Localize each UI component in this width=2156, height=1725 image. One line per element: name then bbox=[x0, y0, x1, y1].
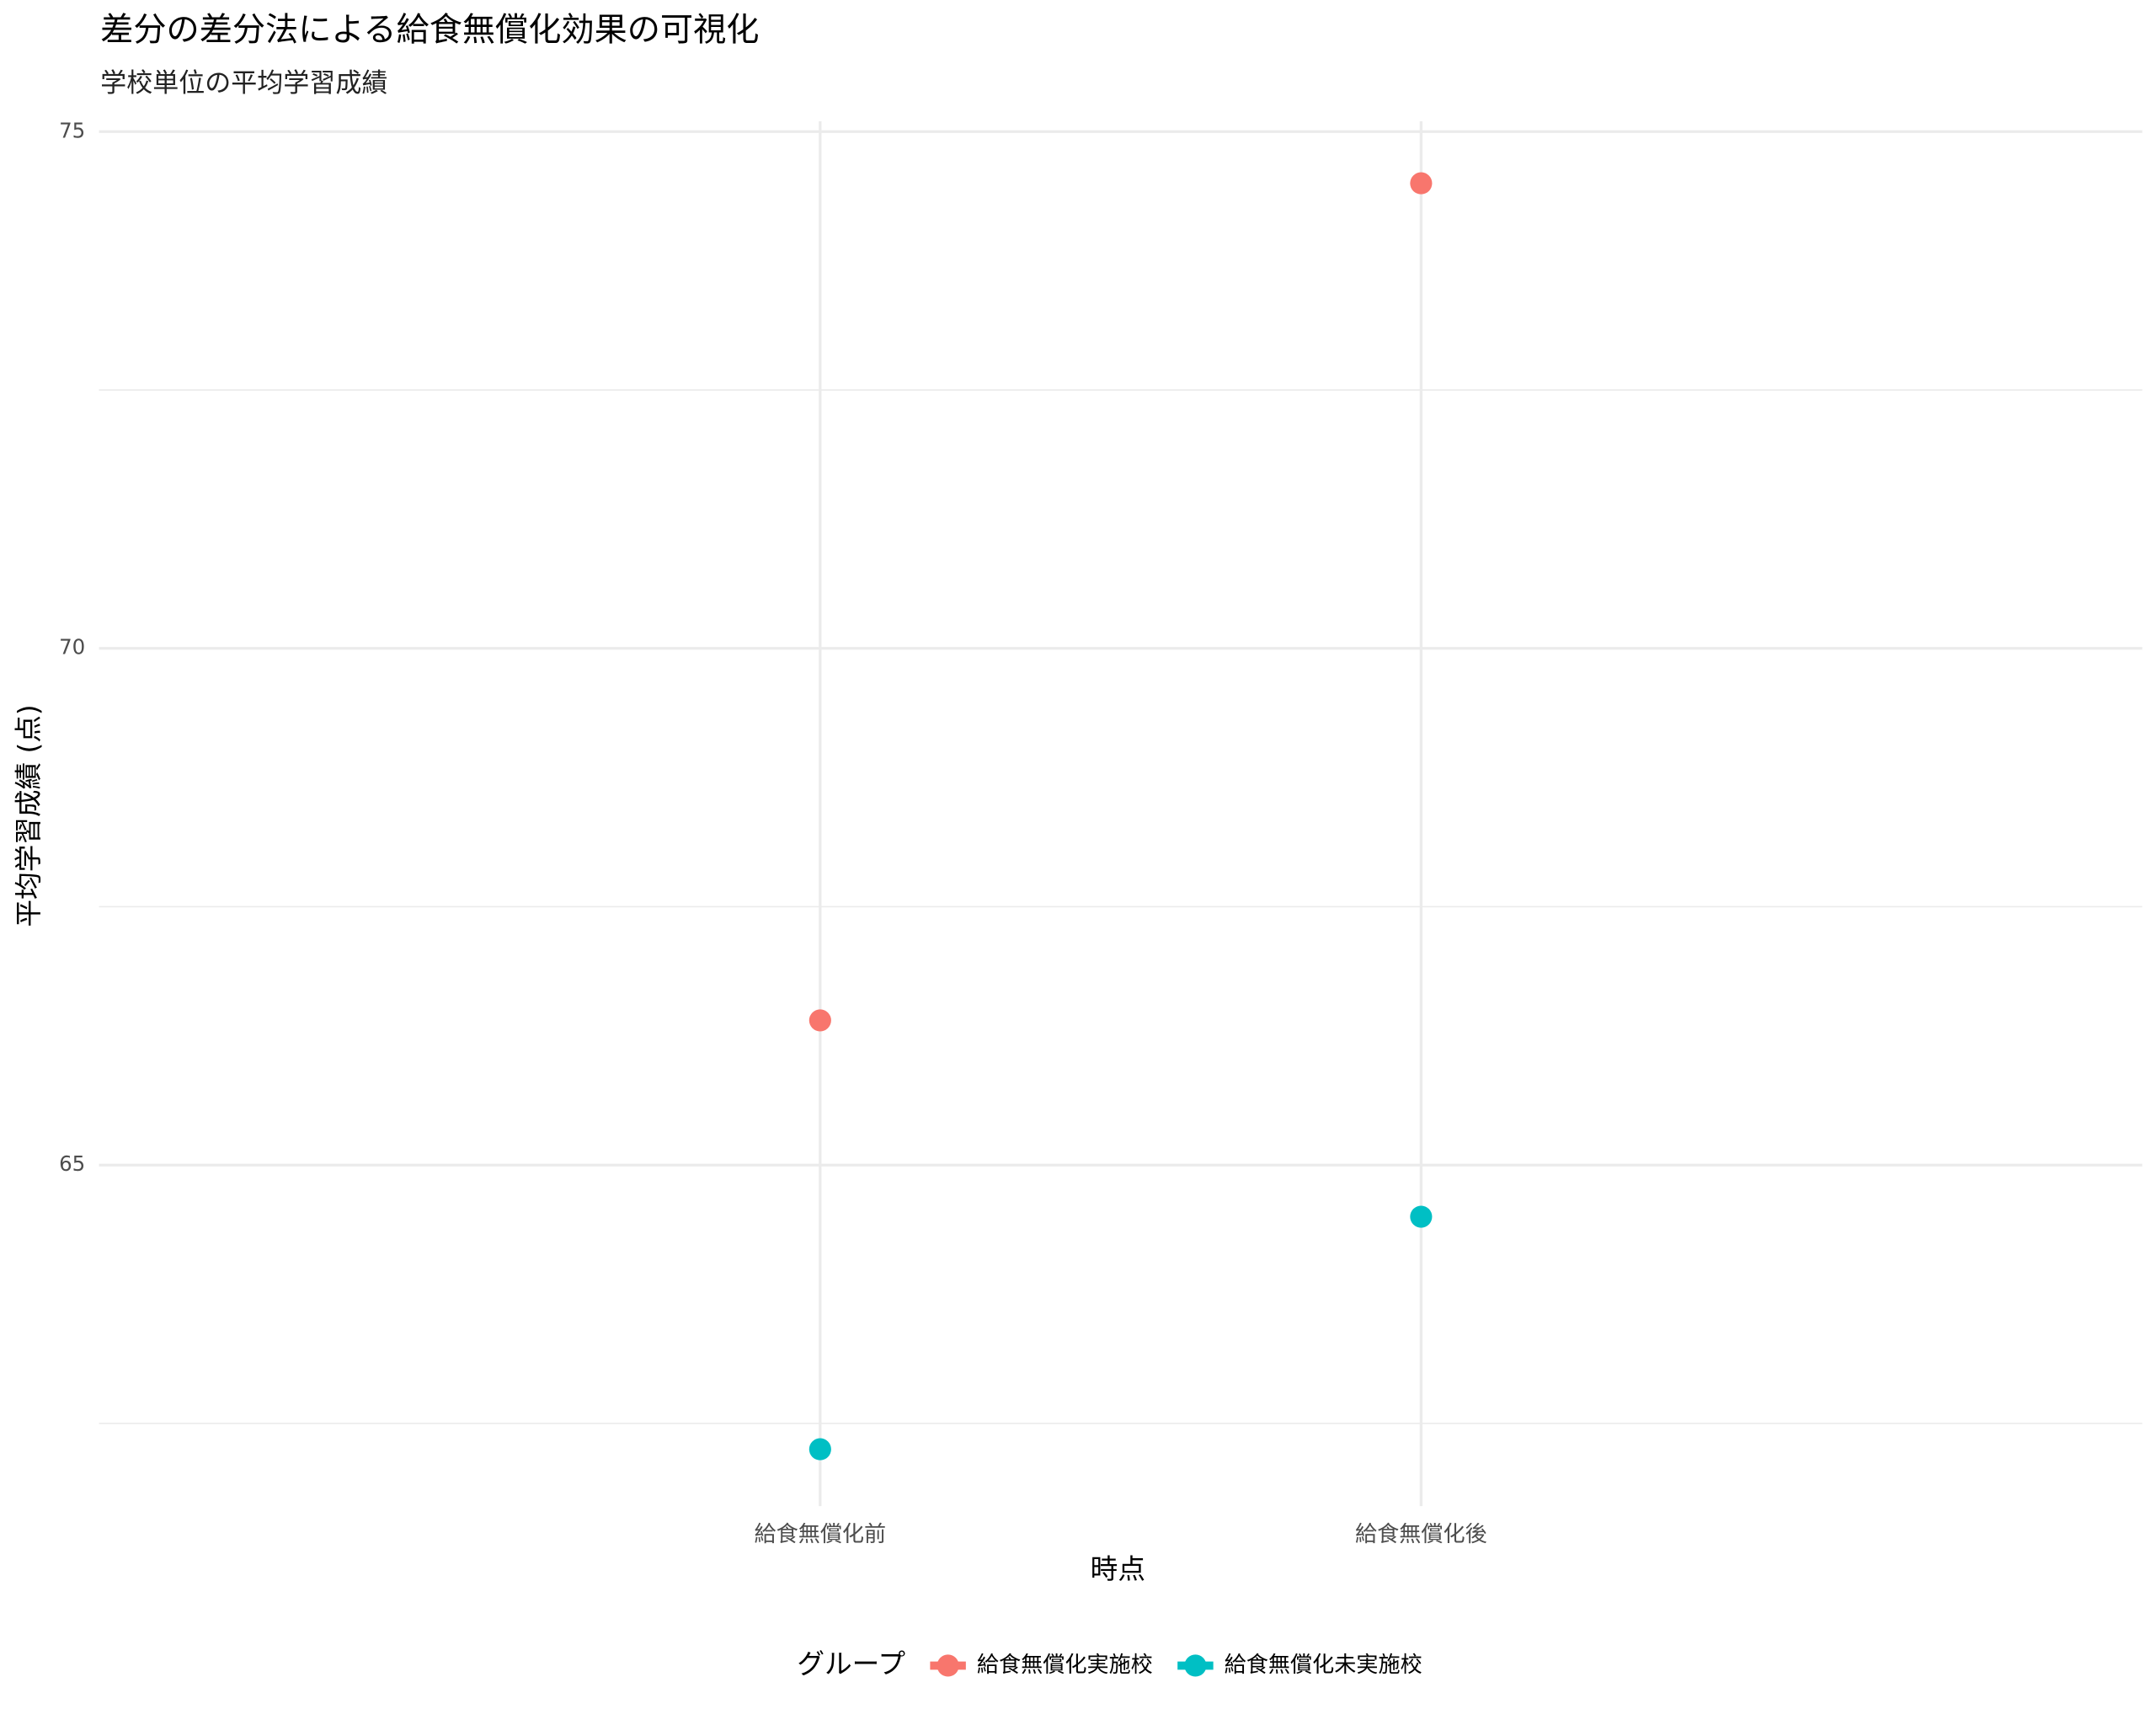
y-axis-label: 平均学習成績 (点) bbox=[13, 704, 45, 927]
chart-title: 差分の差分法による給食無償化効果の可視化 bbox=[100, 11, 759, 49]
data-point bbox=[1410, 172, 1433, 195]
legend-title: グループ bbox=[797, 1648, 905, 1680]
legend: グループ 給食無償化実施校 給食無償化未実施校 bbox=[797, 1648, 1422, 1680]
plot-area bbox=[808, 172, 1433, 1461]
data-point bbox=[808, 1438, 831, 1461]
chart-subtitle: 学校単位の平均学習成績 bbox=[100, 68, 387, 99]
x-tick-label: 給食無償化後 bbox=[1355, 1522, 1487, 1547]
x-axis-label: 時点 bbox=[1091, 1553, 1145, 1585]
legend-label: 給食無償化未実施校 bbox=[1225, 1653, 1422, 1678]
data-point bbox=[808, 1009, 831, 1032]
legend-dot bbox=[937, 1654, 959, 1677]
data-point bbox=[1410, 1205, 1433, 1228]
legend-dot bbox=[1184, 1654, 1207, 1677]
y-tick-label: 75 bbox=[59, 118, 85, 142]
grid: 65 70 75 給食無償化前 給食無償化後 bbox=[59, 118, 2143, 1547]
x-tick-label: 給食無償化前 bbox=[754, 1522, 886, 1547]
y-tick-label: 65 bbox=[59, 1151, 85, 1176]
legend-label: 給食無償化実施校 bbox=[977, 1653, 1153, 1678]
y-tick-label: 70 bbox=[59, 635, 85, 660]
